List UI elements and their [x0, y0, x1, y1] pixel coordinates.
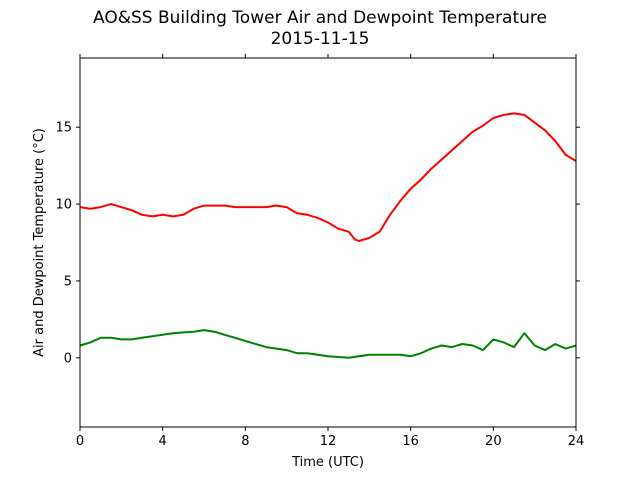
- x-tick-label: 0: [76, 434, 84, 449]
- y-tick-label: 10: [55, 198, 72, 213]
- y-axis-label: Air and Dewpoint Temperature (°C): [32, 128, 47, 357]
- x-tick-label: 4: [159, 434, 167, 449]
- y-tick-label: 0: [64, 351, 72, 366]
- series-line-0: [79, 112, 577, 242]
- x-tick-label: 20: [485, 434, 502, 449]
- chart-title: AO&SS Building Tower Air and Dewpoint Te…: [92, 8, 547, 28]
- x-tick-label: 24: [568, 434, 585, 449]
- y-tick-label: 15: [55, 121, 72, 136]
- x-tick-label: 8: [241, 434, 249, 449]
- series-line-1: [79, 329, 577, 359]
- y-tick-label: 5: [64, 274, 72, 289]
- x-axis-label: Time (UTC): [291, 455, 364, 470]
- series-layer: [79, 112, 577, 359]
- chart-subtitle: 2015-11-15: [270, 29, 370, 49]
- axes-layer: 0 4 8 12 16 20 24 0 5 10 15: [55, 54, 584, 449]
- x-tick-label: 12: [320, 434, 337, 449]
- plot-area-frame: [79, 57, 577, 428]
- x-tick-label: 16: [402, 434, 419, 449]
